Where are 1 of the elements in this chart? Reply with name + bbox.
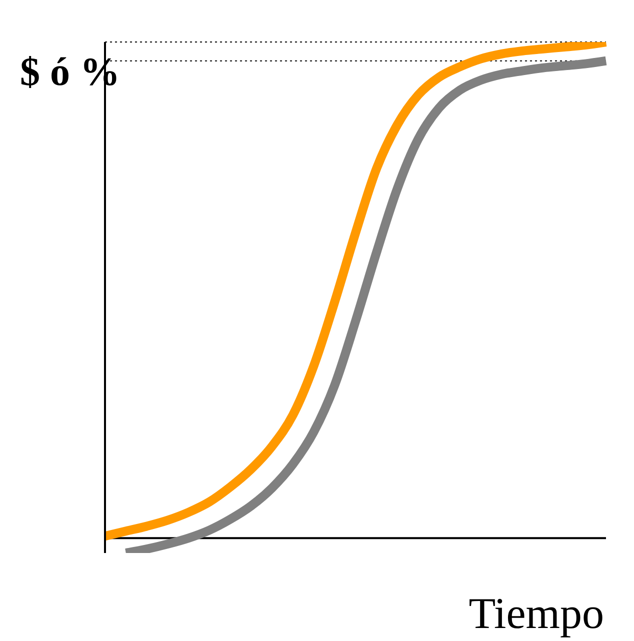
x-axis-title: Tiempo [468, 588, 604, 639]
